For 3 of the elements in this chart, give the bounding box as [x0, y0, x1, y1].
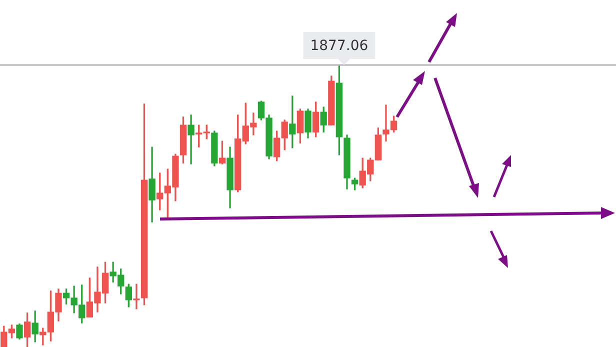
annotation: 1877.06 — [310, 38, 368, 54]
candlestick — [133, 284, 140, 310]
candlestick — [188, 114, 194, 164]
